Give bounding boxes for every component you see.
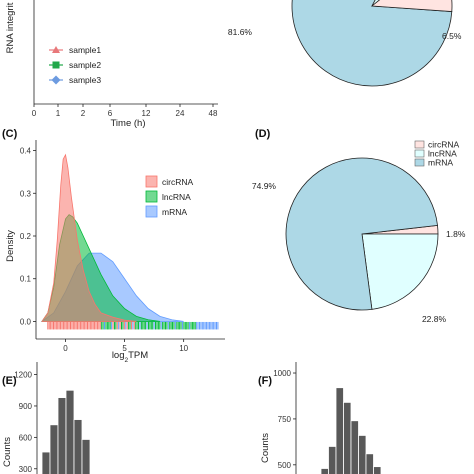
panel-c-legend-label-mRNA: mRNA [162, 207, 187, 217]
panel-c-y-tick-label-4: 0.4 [20, 147, 32, 156]
panel-c-density-circRNA [41, 153, 137, 322]
panel-d-label: (D) [255, 128, 271, 140]
panel-f-y-tick-label-0: 1000 [273, 369, 291, 378]
panel-a-x-tick-label-6: 48 [209, 109, 218, 118]
panel-a-x-tick-label-1: 1 [56, 109, 61, 118]
panel-a-legend-marker-1 [52, 61, 60, 69]
panel-e-histogram: (E) Counts 1200 900 600 300 [2, 362, 91, 474]
panel-c-legend-key-circRNA [145, 175, 158, 188]
panel-d-legend-label-lncRNA: lncRNA [428, 149, 457, 159]
panel-c-rug [47, 321, 219, 330]
panel-a-x-tick-label-2: 2 [81, 109, 86, 118]
panel-d-slice-label-2: 74.9% [252, 181, 277, 191]
panel-e-y-axis-title: Counts [2, 437, 13, 467]
panel-e-y-tick-label-2: 600 [19, 433, 33, 442]
panel-e-bar-0 [41, 451, 51, 474]
panel-f-bar-6 [365, 453, 374, 474]
panel-c-plot-area [40, 153, 219, 330]
panel-c-label: (C) [2, 128, 18, 140]
panel-c-x-axis-title: log2TPM [112, 350, 148, 364]
panel-d-legend-key-lncRNA [414, 149, 425, 158]
panel-a-legend-label-1: sample2 [69, 60, 101, 70]
panel-a-x-tick-label-4: 12 [142, 109, 151, 118]
panel-a-x-tick-label-5: 24 [176, 109, 185, 118]
panel-c-legend-label-lncRNA: lncRNA [162, 192, 191, 202]
panel-c-y-tick-label-3: 0.3 [20, 189, 32, 198]
panel-c-density-chart: (C) 0.00.10.20.30.40 5 10 Density log2TPM … [2, 128, 225, 364]
panel-d-legend-label-mRNA: mRNA [428, 158, 453, 168]
panel-d-legend-label-circRNA: circRNA [428, 140, 459, 150]
panel-b-pie-chart: 81.6% 6.5% [228, 0, 462, 87]
panel-d-slices [285, 157, 439, 311]
panel-d-legend-key-mRNA [414, 158, 425, 167]
panel-a-legend-marker-2 [51, 75, 61, 85]
panel-d-slice-1 [361, 233, 439, 310]
panel-a-legend: sample1 sample2 sample3 [49, 45, 101, 85]
panel-f-y-tick-label-1: 750 [278, 415, 292, 424]
panel-e-bar-1 [49, 424, 59, 474]
panel-a-x-axis-title: Time (h) [110, 118, 145, 129]
panel-e-bar-5 [81, 439, 91, 474]
panel-f-y-tick-label-2: 500 [278, 461, 292, 470]
panel-c-legend-key-lncRNA [145, 190, 158, 203]
panel-c-x-tick-label-0: 0 [63, 344, 68, 353]
panel-c-legend-key-mRNA [145, 205, 158, 218]
panel-f-bar-1 [328, 446, 337, 474]
panel-c-y-tick-label-2: 0.2 [20, 232, 32, 241]
panel-f-plot: 1000 750 500 [273, 362, 382, 474]
panel-a-x-tick-label-3: 6 [108, 109, 113, 118]
panel-f-bar-0 [320, 468, 329, 474]
panel-a-legend-marker-0 [52, 46, 60, 53]
panel-e-y-tick-label-1: 900 [19, 402, 33, 411]
panel-c-y-tick-label-1: 0.1 [20, 275, 32, 284]
panel-d-slice-2 [285, 157, 438, 311]
panel-a-legend-label-0: sample1 [69, 45, 101, 55]
panel-a-y-axis-title: RNA integrit [5, 2, 16, 53]
panel-f-bar-2 [335, 387, 344, 474]
panel-d-legend-key-circRNA [414, 140, 425, 149]
panel-b-slice-0 [291, 0, 453, 87]
panel-c-y-tick-label-0: 0.0 [20, 317, 32, 326]
panel-f-y-axis-title: Counts [260, 433, 271, 463]
panel-c-x-tick-label-1: 5 [122, 344, 127, 353]
panel-f-bar-5 [358, 435, 367, 474]
panel-a-line-chart: RNA integrit Time (h) 0 1 2 6 12 24 48 sample1… [5, 0, 218, 129]
panel-e-label: (E) [2, 375, 17, 387]
panel-a-x-tick-label-0: 0 [32, 109, 37, 118]
panel-d-slice-label-0: 1.8% [446, 229, 466, 239]
panel-e-y-tick-label-3: 300 [19, 465, 33, 474]
panel-b-slice-2 [370, 0, 453, 13]
panel-e-plot: 1200 900 600 300 [14, 362, 91, 474]
panel-c-axes: 0.0 0.1 0.2 0.3 0.4 0 5 10 [20, 140, 225, 353]
panel-b-labels: 81.6% 6.5% [228, 27, 462, 41]
panel-e-bar-2 [57, 397, 67, 474]
panel-b-slice-label-1: 6.5% [442, 31, 462, 41]
panel-a-legend-label-2: sample3 [69, 75, 101, 85]
panel-f-bar-7 [373, 466, 382, 474]
panel-b-slice-label-0: 81.6% [228, 27, 253, 37]
panel-c-y-axis-title: Density [5, 230, 16, 262]
panel-d-labels: 1.8% 22.8% 74.9% [252, 181, 466, 324]
panel-f-label: (F) [258, 375, 272, 387]
panel-f-histogram: (F) Counts 1000 750 500 [258, 362, 382, 474]
panel-a-x-ticks: 0 1 2 6 12 24 48 [32, 104, 218, 118]
panel-f-bar-4 [350, 420, 359, 474]
panel-e-bar-3 [65, 389, 75, 474]
panel-f-bar-3 [343, 401, 352, 474]
panel-c-legend-label-circRNA: circRNA [162, 177, 193, 187]
panel-b-slices [291, 0, 453, 87]
panel-e-bar-4 [73, 419, 83, 474]
panel-e-y-tick-label-0: 1200 [14, 371, 32, 380]
panel-d-slice-label-1: 22.8% [422, 314, 447, 324]
panel-c-legend: circRNA lncRNA mRNA [145, 175, 193, 218]
panel-c-x-tick-label-2: 10 [179, 344, 188, 353]
